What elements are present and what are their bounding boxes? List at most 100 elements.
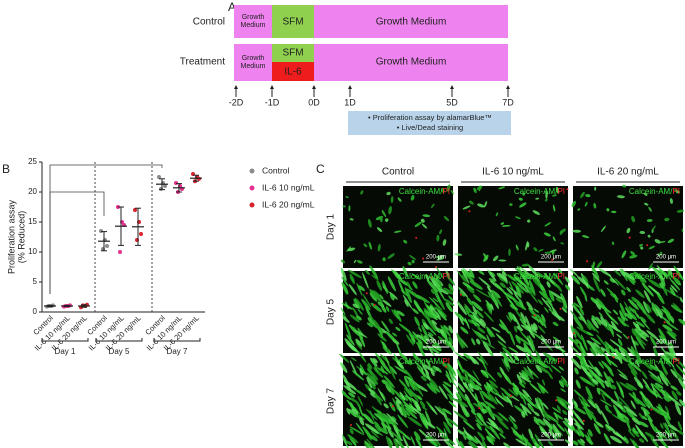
cell [498, 277, 508, 283]
cell [414, 361, 424, 370]
cell [576, 429, 581, 437]
cell [529, 382, 542, 394]
dead-cell [586, 260, 588, 263]
cell [402, 400, 416, 414]
cell [639, 279, 646, 285]
cell [366, 438, 377, 448]
cell [570, 325, 577, 339]
cell [665, 321, 679, 331]
group-label: Day 7 [167, 347, 188, 356]
cell [508, 311, 513, 321]
data-point [197, 176, 201, 181]
cell [408, 358, 413, 365]
cell [586, 322, 592, 331]
cell [457, 270, 465, 282]
cell [616, 400, 623, 405]
cell [551, 407, 562, 414]
cell [521, 411, 526, 418]
time-label: 1D [344, 97, 356, 107]
cell [362, 293, 372, 308]
cell [577, 208, 581, 211]
cell [551, 250, 555, 255]
cell [498, 427, 504, 434]
cell [404, 299, 409, 307]
scale-label: 200 μm [541, 340, 561, 346]
cell [456, 394, 463, 402]
cell [574, 328, 583, 341]
cell [342, 316, 350, 323]
cell [523, 346, 533, 354]
cell [591, 371, 605, 384]
cell [629, 361, 642, 372]
cell [448, 325, 453, 334]
cell [547, 440, 554, 447]
cell [358, 333, 366, 348]
stain-green: Calcein-AM/ [514, 357, 558, 366]
cell [395, 326, 401, 332]
cell [374, 413, 384, 421]
cell [635, 289, 645, 298]
cell [351, 370, 365, 381]
cell [422, 214, 431, 218]
legend-marker [249, 168, 255, 174]
cell [497, 340, 507, 349]
cell [509, 415, 516, 423]
cell [431, 366, 437, 373]
cell [471, 319, 477, 326]
cell [482, 370, 489, 379]
cell [377, 243, 381, 252]
cell [406, 334, 414, 346]
cell [610, 398, 624, 410]
cell [658, 328, 668, 344]
cell [555, 297, 562, 303]
cell [348, 343, 359, 353]
cell [411, 273, 421, 280]
cell [533, 416, 539, 423]
cell [467, 383, 474, 393]
cell [408, 380, 415, 391]
cell [543, 413, 551, 422]
cell [448, 341, 455, 352]
cell [596, 334, 606, 347]
cell [346, 440, 353, 446]
cell [631, 215, 635, 223]
cell [446, 274, 455, 286]
cell [592, 344, 602, 356]
cell [341, 276, 349, 287]
cell [373, 367, 384, 378]
cell [641, 360, 653, 371]
cell [474, 415, 481, 426]
cell [495, 392, 509, 403]
cell [560, 379, 569, 388]
cell [559, 230, 563, 235]
cell [533, 247, 538, 252]
cell [386, 436, 393, 448]
cell [459, 440, 465, 448]
cell [443, 298, 455, 307]
panel-label: C [316, 162, 325, 176]
cell [443, 439, 456, 448]
dead-cell [509, 394, 512, 397]
cell [363, 243, 368, 248]
cell [355, 400, 362, 409]
cell [669, 331, 677, 337]
cell [651, 225, 656, 231]
cell [458, 336, 469, 348]
cell [492, 255, 499, 262]
cell [525, 352, 531, 363]
cell [643, 192, 648, 196]
cell [370, 322, 383, 332]
cell [469, 280, 483, 290]
cell [387, 426, 394, 438]
cell [414, 316, 420, 327]
cell [591, 265, 600, 279]
cell [622, 184, 627, 188]
cell [410, 406, 423, 416]
cell [542, 402, 549, 410]
cell [662, 324, 673, 332]
cell [369, 289, 382, 301]
sig-bracket [49, 164, 163, 294]
cell [609, 315, 619, 325]
stain-green: Calcein-AM/ [514, 272, 558, 281]
cell [368, 314, 376, 324]
